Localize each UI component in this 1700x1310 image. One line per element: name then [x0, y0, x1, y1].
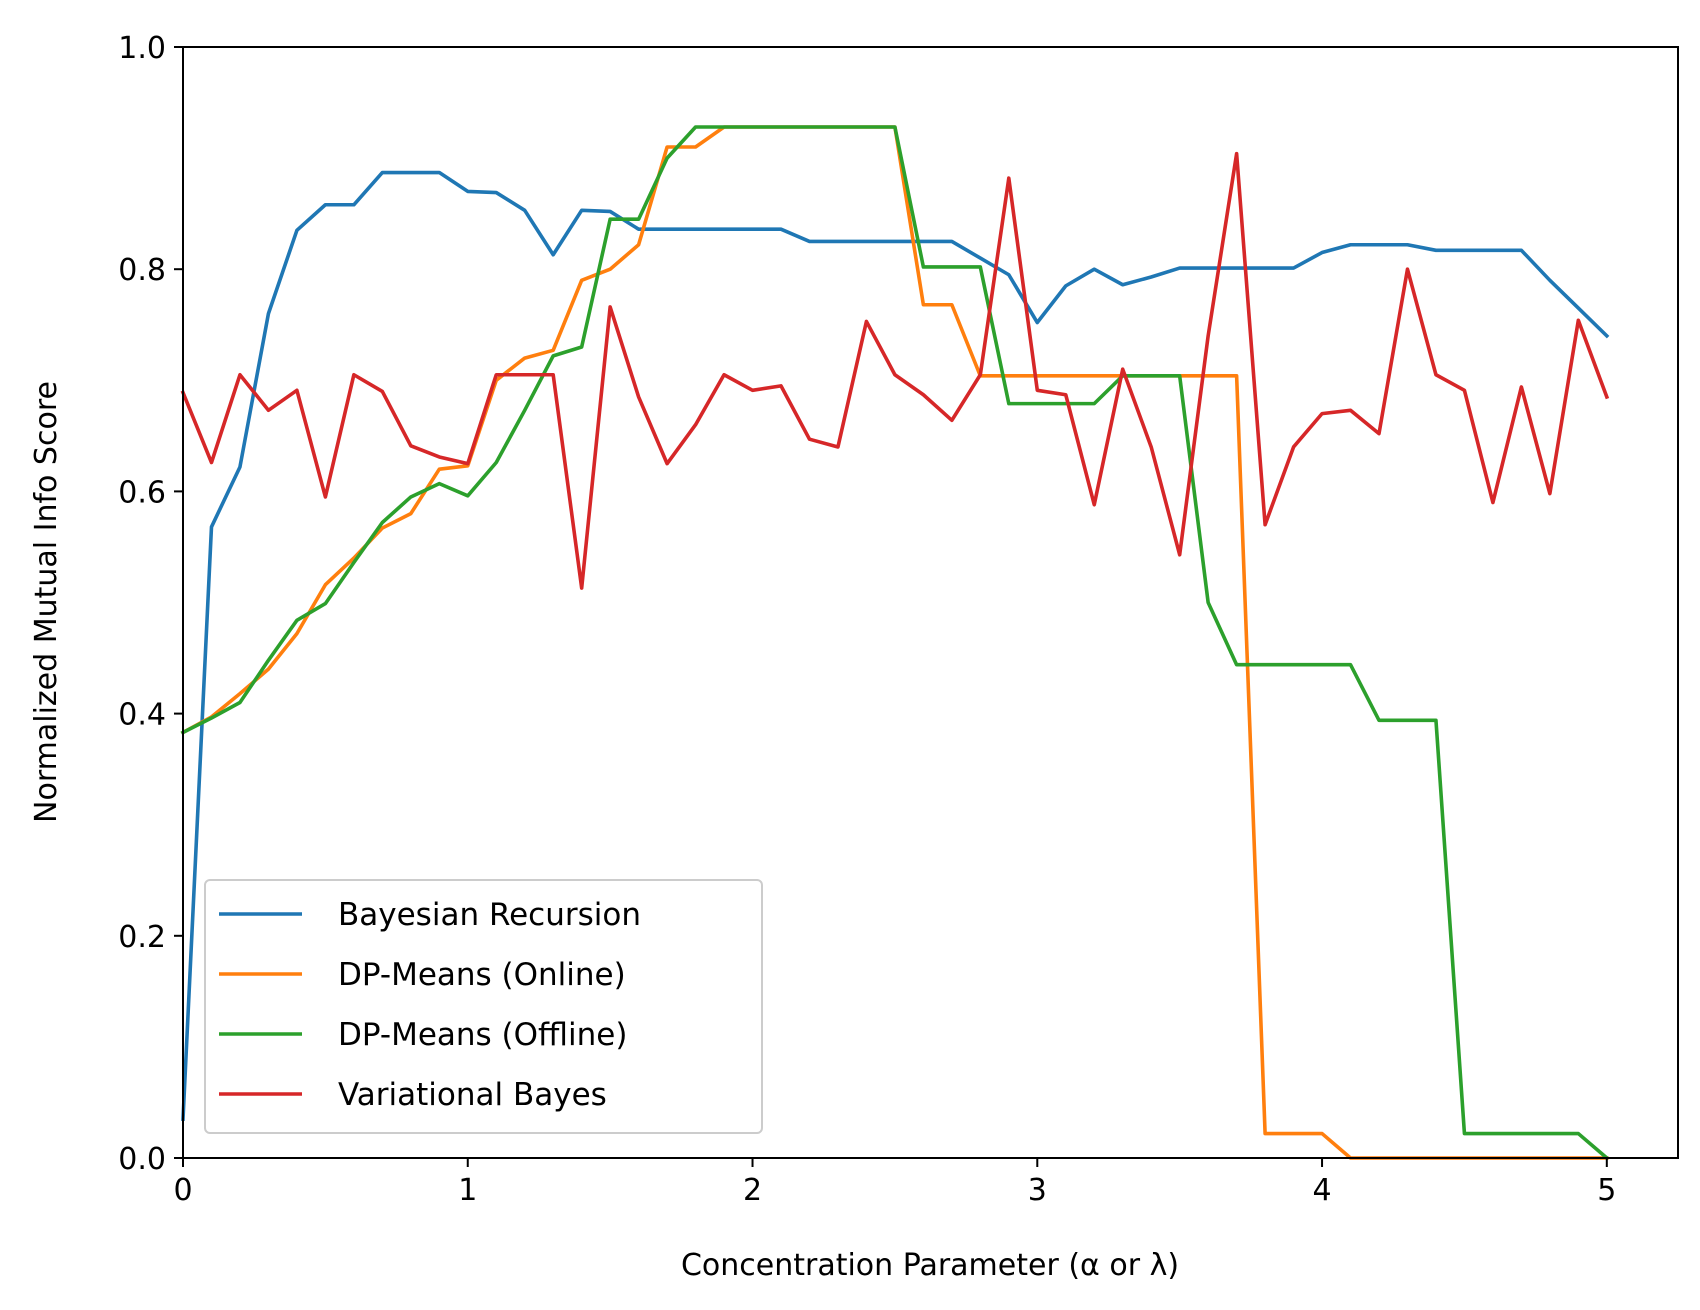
legend-box: [204, 879, 763, 1134]
series-line-4: [180, 151, 1610, 590]
series-line-1: [181, 170, 1610, 1122]
x-axis-label: Concentration Parameter (α or λ): [681, 1248, 1179, 1283]
x-tick-label: 0: [173, 1173, 192, 1208]
y-tick-label: 0.0: [118, 1142, 166, 1177]
y-tick-label: 0.4: [118, 698, 166, 733]
legend-label-1: Bayesian Recursion: [338, 897, 641, 933]
x-tick-label: 2: [743, 1173, 762, 1208]
y-tick-label: 0.2: [118, 920, 166, 955]
legend-label-2: DP-Means (Online): [338, 957, 626, 993]
x-tick-label: 1: [458, 1173, 477, 1208]
x-tick-label: 3: [1028, 1173, 1047, 1208]
x-axis: 0 1 2 3 4 5: [173, 1158, 1616, 1208]
x-tick-label: 5: [1597, 1173, 1616, 1208]
y-axis: 0.0 0.2 0.4 0.6 0.8 1.0: [118, 31, 183, 1177]
y-tick-label: 0.6: [118, 475, 166, 510]
x-tick-label: 4: [1313, 1173, 1332, 1208]
y-axis-label: Normalized Mutual Info Score: [29, 381, 64, 823]
plot-frame: [182, 46, 1679, 1159]
legend-label-4: Variational Bayes: [338, 1077, 607, 1113]
y-tick-label: 0.8: [118, 253, 166, 288]
legend: Bayesian Recursion DP-Means (Online) DP-Me…: [204, 879, 763, 1134]
series-line-3: [180, 125, 1610, 1161]
y-tick-label: 1.0: [118, 31, 166, 66]
legend-label-3: DP-Means (Offline): [338, 1017, 627, 1053]
series-layer: [180, 125, 1610, 1161]
